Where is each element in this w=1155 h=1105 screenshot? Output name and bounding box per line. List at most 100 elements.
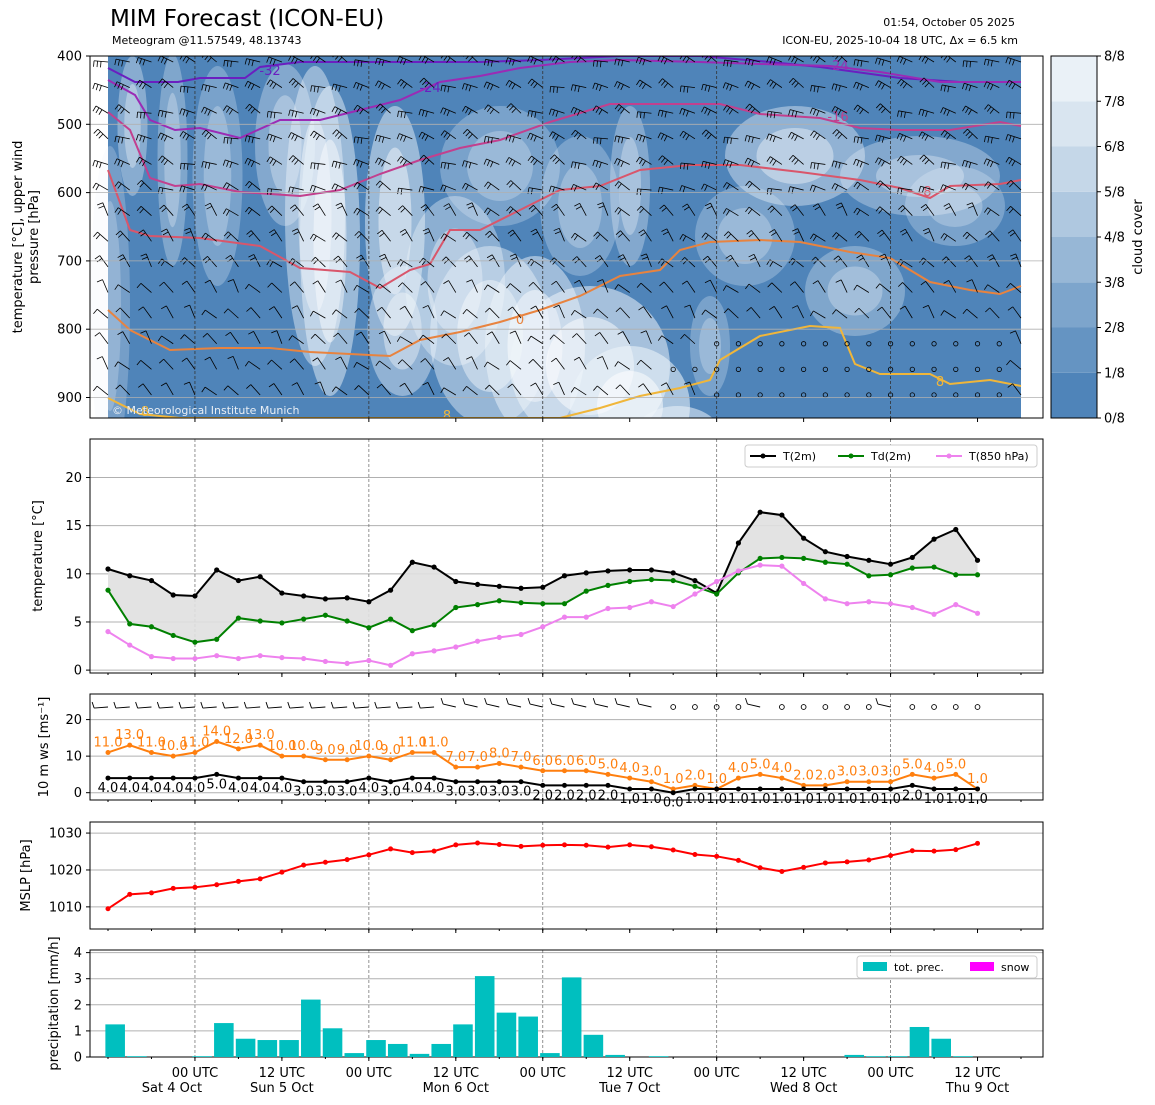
wind-barb-flag xyxy=(597,202,604,206)
wind-barb-flag xyxy=(330,701,334,709)
data-point xyxy=(627,842,633,848)
wind-barb-flag xyxy=(222,159,226,166)
wind-barb-shaft xyxy=(401,359,413,370)
wind-barb-flag xyxy=(614,81,618,88)
wind-barb-flag xyxy=(838,85,841,92)
wind-barb-flag xyxy=(120,84,124,91)
wind-barb-flag xyxy=(788,109,791,116)
wind-barb-flag xyxy=(679,162,682,169)
wind-barb-flag xyxy=(729,84,733,91)
wind-barb-flag xyxy=(641,160,646,167)
wind-barb-flag xyxy=(447,163,450,170)
wind-barb-flag xyxy=(663,135,668,142)
data-point xyxy=(714,591,720,597)
data-point xyxy=(279,654,285,661)
wind-barb-flag xyxy=(1013,112,1015,119)
wind-barb-shaft xyxy=(115,706,130,709)
wind-barb-flag xyxy=(919,154,925,160)
wind-barb-flag xyxy=(788,77,794,83)
data-point xyxy=(540,624,546,630)
wind-barb-flag xyxy=(899,158,905,164)
data-label: 3.0 xyxy=(511,785,532,800)
wind-barb-flag xyxy=(617,209,622,215)
wind-barb-shaft xyxy=(573,703,587,708)
wind-barb-flag xyxy=(310,85,312,92)
data-label: 2.0 xyxy=(793,768,814,783)
wind-barb-flag xyxy=(770,111,772,118)
wind-barb-flag xyxy=(248,232,254,238)
precip-bar xyxy=(605,1054,625,1057)
wind-barb-flag xyxy=(660,382,667,386)
wind-barb-flag xyxy=(857,137,859,144)
data-label: 3.0 xyxy=(445,785,466,800)
wind-barb-flag xyxy=(990,60,993,67)
wind-barb-flag xyxy=(421,56,426,63)
wind-barb-shaft xyxy=(535,382,544,396)
wind-barb-shaft xyxy=(640,359,652,370)
wind-barb-flag xyxy=(511,83,516,90)
wind-barb-flag xyxy=(396,336,401,342)
wind-barb-flag xyxy=(353,159,357,166)
wind-barb-flag xyxy=(620,84,624,91)
data-point xyxy=(931,536,937,542)
data-point xyxy=(757,771,763,777)
wind-barb-flag xyxy=(270,188,272,195)
wind-barb-shaft xyxy=(989,307,1000,319)
wind-barb-flag xyxy=(157,110,160,117)
wind-barb-flag xyxy=(136,111,138,119)
wind-barb-flag xyxy=(686,86,689,93)
isotherm-label: 8 xyxy=(936,375,944,390)
wind-barb-flag xyxy=(985,230,991,236)
data-label: 4.0 xyxy=(119,781,140,796)
wind-barb-flag xyxy=(592,182,597,189)
wind-barb-flag xyxy=(398,205,403,211)
wind-barb-flag xyxy=(163,135,168,142)
wind-barb-flag xyxy=(396,701,399,709)
data-point xyxy=(648,599,655,605)
wind-barb-shaft xyxy=(96,385,109,396)
wind-barb-flag xyxy=(288,109,291,116)
data-label: 10.0 xyxy=(159,739,188,754)
wind-barb-shaft xyxy=(532,282,544,293)
data-point xyxy=(344,618,350,624)
wind-barb-flag xyxy=(722,159,726,166)
legend-label: T(850 hPa) xyxy=(968,450,1029,463)
wind-barb-flag xyxy=(94,332,100,337)
data-point xyxy=(627,567,633,573)
wind-barb-flag xyxy=(853,159,857,165)
wind-barb-shaft xyxy=(354,706,369,709)
wind-barb-flag xyxy=(114,181,119,187)
wind-barb-flag xyxy=(486,83,491,89)
wind-barb-flag xyxy=(789,281,796,286)
wind-barb-shaft xyxy=(379,360,391,370)
data-point xyxy=(322,596,328,602)
wind-barb-flag xyxy=(856,254,862,259)
data-label: 3.0 xyxy=(880,765,901,780)
wind-barb-flag xyxy=(117,331,123,335)
wind-barb-flag xyxy=(269,261,274,268)
wind-barb-flag xyxy=(925,111,928,118)
wind-barb-flag xyxy=(244,135,247,142)
data-label: 5.0 xyxy=(945,757,966,772)
wind-barb-shaft xyxy=(335,309,348,319)
wind-barb-flag xyxy=(93,60,95,67)
wind-barb-flag xyxy=(878,182,884,188)
data-point xyxy=(127,621,133,627)
data-point xyxy=(322,658,328,665)
data-point xyxy=(192,775,198,781)
precip-bar xyxy=(127,1056,147,1057)
wind-barb-shaft xyxy=(314,333,326,345)
wind-barb-shaft xyxy=(140,360,152,370)
wind-barb-flag xyxy=(617,106,622,112)
wind-barb-shaft xyxy=(619,384,631,396)
wind-barb-shaft xyxy=(858,230,870,242)
wind-barb-flag xyxy=(245,207,250,213)
wind-barb-flag xyxy=(896,259,901,265)
data-point xyxy=(301,593,307,599)
wind-barb-flag xyxy=(446,57,451,63)
wind-barb-flag xyxy=(899,228,906,233)
wind-barb-flag xyxy=(229,85,233,91)
x-date-label: Thu 9 Oct xyxy=(945,1081,1009,1096)
calm-wind-circle xyxy=(801,341,807,347)
